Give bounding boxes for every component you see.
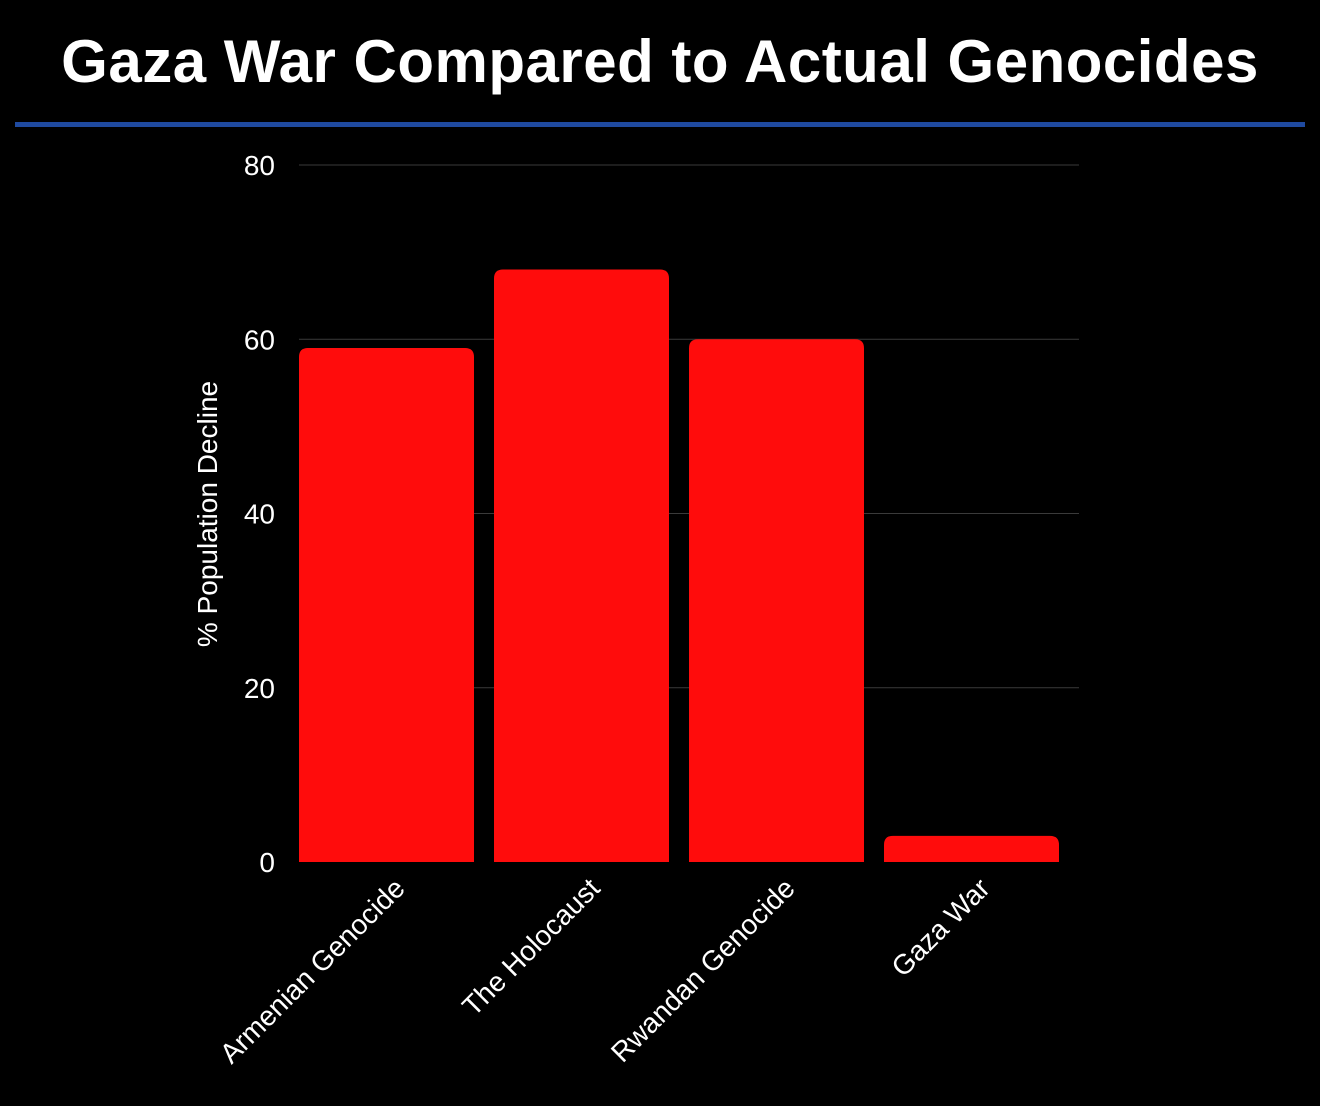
x-category-label: The Holocaust: [456, 872, 606, 1022]
y-axis-ticks: 0 20 40 60 80: [244, 150, 275, 878]
bar-rwandan-genocide: [689, 339, 864, 862]
bar-the-holocaust: [494, 269, 669, 862]
y-tick-label: 80: [244, 150, 275, 181]
bar-armenian-genocide: [299, 347, 474, 862]
x-category-label: Rwandan Genocide: [605, 872, 801, 1068]
bar-gaza-war: [884, 835, 1059, 862]
title-underline: [15, 122, 1305, 127]
bars: [299, 269, 1059, 862]
y-tick-label: 0: [259, 847, 275, 878]
x-category-label: Armenian Genocide: [214, 872, 411, 1069]
y-tick-label: 60: [244, 324, 275, 355]
y-tick-label: 40: [244, 499, 275, 530]
chart-title: Gaza War Compared to Actual Genocides: [61, 28, 1259, 95]
y-tick-label: 20: [244, 673, 275, 704]
x-category-label: Gaza War: [885, 872, 995, 982]
x-axis-categories: Armenian Genocide The Holocaust Rwandan Ge…: [214, 872, 996, 1069]
y-axis-label: % Population Decline: [192, 381, 223, 647]
